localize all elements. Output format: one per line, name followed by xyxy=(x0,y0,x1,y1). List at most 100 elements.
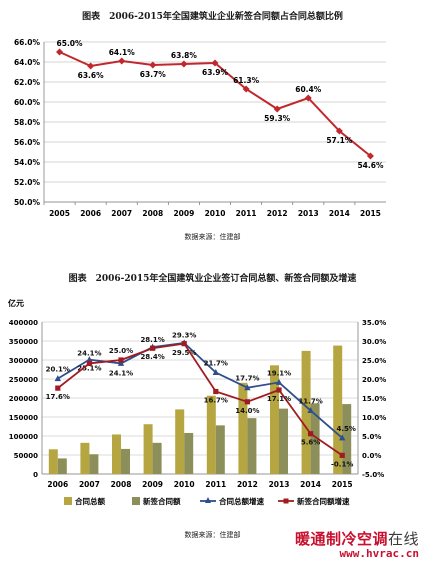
data-point xyxy=(308,431,314,437)
data-point xyxy=(87,62,95,70)
bar xyxy=(143,424,153,474)
bar xyxy=(57,458,67,474)
x-tick-label: 2006 xyxy=(47,480,68,489)
y-tick-label: 64.0% xyxy=(14,58,41,67)
legend-label: 新签合同额增速 xyxy=(297,496,350,506)
y-tick-label: 50.0% xyxy=(14,198,41,207)
legend-marker xyxy=(283,498,289,504)
bar xyxy=(279,408,288,474)
x-tick-label: 2007 xyxy=(79,480,100,489)
data-label: 65.0% xyxy=(57,39,84,48)
data-label: 25.1% xyxy=(77,365,101,373)
chart1-title: 图表 2006-2015年全国建筑业企业新签合同额占合同总额比例 xyxy=(82,12,343,22)
data-point xyxy=(54,375,61,382)
data-point xyxy=(149,61,157,69)
y-tick-label: 150000 xyxy=(9,414,38,422)
data-point xyxy=(86,360,92,367)
bar xyxy=(310,403,320,474)
x-tick-label: 2014 xyxy=(329,209,350,218)
watermark-text-2: 在线 xyxy=(387,530,419,548)
data-point xyxy=(339,452,345,458)
data-point xyxy=(335,127,343,135)
data-label: 63.6% xyxy=(78,71,105,80)
x-tick-label: 2013 xyxy=(269,480,290,489)
data-point xyxy=(118,357,124,363)
bar xyxy=(184,432,194,474)
data-point xyxy=(273,105,281,113)
data-label: 64.1% xyxy=(109,48,136,57)
data-point xyxy=(55,385,61,391)
chart1-svg: 66.0% 64.0% 62.0% 60.0% 58.0% 56.0% 54.0% 52.0%… xyxy=(14,38,386,218)
y-tick-label: 58.0% xyxy=(14,118,41,127)
data-point xyxy=(244,384,251,391)
watermark: 暖通制冷空调在线 www.hvrac.cn xyxy=(295,528,419,560)
y-tick-label: 350000 xyxy=(9,338,38,346)
x-tick-label: 2011 xyxy=(205,480,226,489)
bar xyxy=(175,409,185,474)
data-label: 28.4% xyxy=(140,353,164,361)
bar xyxy=(206,395,216,474)
data-point xyxy=(307,407,314,414)
data-point xyxy=(304,94,312,102)
watermark-text: 暖通制冷空调 xyxy=(294,530,388,548)
data-point xyxy=(276,387,282,393)
data-label: 59.3% xyxy=(264,114,291,123)
data-label: 21.7% xyxy=(204,360,228,368)
data-label: 25.0% xyxy=(109,347,133,355)
y-tick-label: 56.0% xyxy=(14,138,41,147)
data-label: 60.4% xyxy=(295,85,322,94)
x-tick-label: 2008 xyxy=(142,209,163,218)
x-tick-label: 2009 xyxy=(142,480,163,489)
data-point xyxy=(211,59,219,67)
chart2-title: 图表 2006-2015年全国建筑业企业签订合同总额、新签合同额及增速 xyxy=(68,274,357,284)
data-point xyxy=(244,399,250,405)
x-tick-label: 2007 xyxy=(111,209,132,218)
chart1-source: 数据来源：住建部 xyxy=(184,233,241,241)
data-label: 29.3% xyxy=(172,332,196,340)
x-tick-label: 2006 xyxy=(80,209,101,218)
data-label: 28.1% xyxy=(140,336,164,344)
data-point xyxy=(242,85,250,93)
y-tick-label: 400000 xyxy=(9,319,38,327)
x-tick-label: 2015 xyxy=(332,480,353,489)
y-tick-label: 62.0% xyxy=(14,78,41,87)
x-tick-label: 2012 xyxy=(237,480,258,489)
data-label: 16.7% xyxy=(204,397,228,405)
y-tick-label: 250000 xyxy=(9,376,38,384)
bar xyxy=(270,365,279,474)
y-tick-label: 200000 xyxy=(9,395,38,403)
bar xyxy=(112,434,121,474)
y2-tick-label: 25.0% xyxy=(362,357,386,365)
y-tick-label: 50000 xyxy=(14,452,38,460)
data-label: 57.1% xyxy=(326,136,353,145)
x-tick-label: 2011 xyxy=(236,209,257,218)
y2-tick-label: 20.0% xyxy=(362,376,386,384)
bar xyxy=(333,345,343,474)
bar xyxy=(48,449,58,474)
data-point xyxy=(118,57,126,65)
data-point xyxy=(366,152,374,160)
data-point xyxy=(86,356,93,363)
bar xyxy=(89,454,99,474)
legend-label: 合同总额增速 xyxy=(219,496,264,506)
data-point xyxy=(275,378,283,385)
data-label: 63.7% xyxy=(140,70,167,79)
legend-marker xyxy=(205,497,211,503)
data-point xyxy=(212,369,219,376)
data-label: 17.1% xyxy=(267,395,291,403)
bar xyxy=(301,350,311,474)
data-point xyxy=(339,434,346,441)
y2-tick-label: 0.0% xyxy=(362,452,381,460)
y2-tick-label: 15.0% xyxy=(362,395,386,403)
y2-tick-label: -5.0% xyxy=(362,471,384,479)
x-tick-label: 2010 xyxy=(205,209,226,218)
data-label: 11.7% xyxy=(298,398,322,406)
bar xyxy=(238,382,248,474)
data-label: 63.8% xyxy=(171,51,198,60)
data-label: -0.1% xyxy=(331,460,353,468)
x-tick-label: 2009 xyxy=(173,209,194,218)
x-tick-label: 2005 xyxy=(49,209,70,218)
x-tick-label: 2008 xyxy=(111,480,132,489)
y2-tick-label: 30.0% xyxy=(362,338,386,346)
